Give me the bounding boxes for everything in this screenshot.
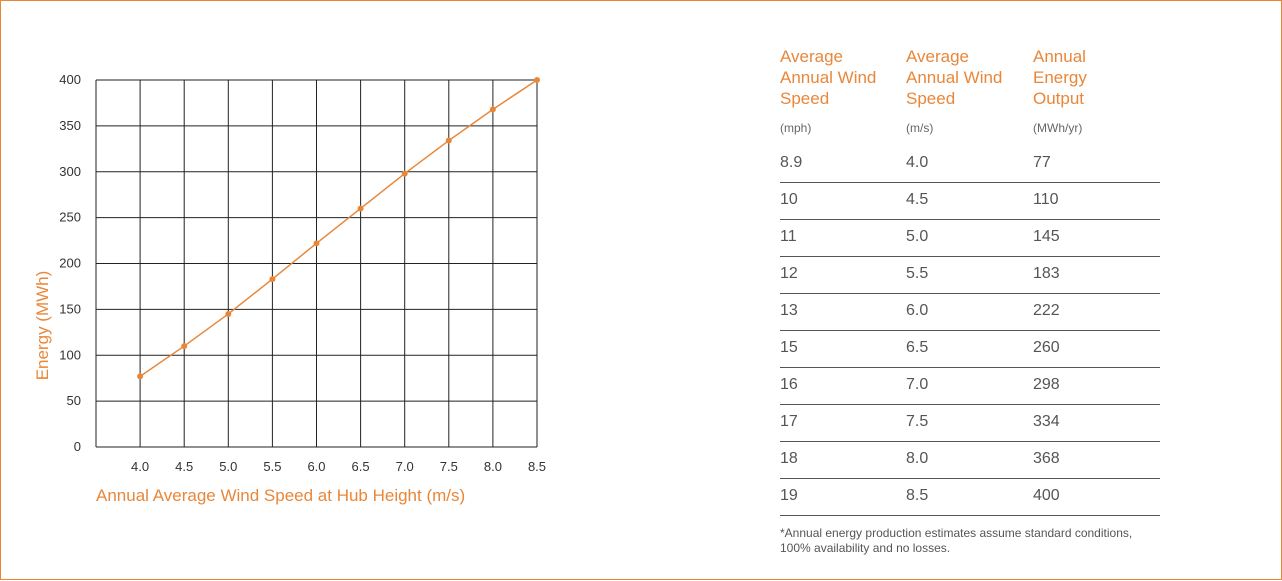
x-tick-label: 5.5 <box>263 459 281 474</box>
table-row: 12 5.5 183 <box>780 257 1160 294</box>
table-row: 19 8.5 400 <box>780 479 1160 516</box>
cell-ms: 4.0 <box>906 154 929 171</box>
cell-energy: 368 <box>1033 450 1060 467</box>
data-point <box>401 170 408 177</box>
x-tick-label: 8.0 <box>484 459 502 474</box>
y-tick-label: 50 <box>67 393 81 408</box>
data-point <box>445 137 452 144</box>
cell-ms: 4.5 <box>906 191 929 208</box>
energy-table: Average Annual Wind Speed (mph) Average … <box>780 46 1160 556</box>
table-header: Average Annual Wind Speed (mph) Average … <box>780 46 1160 146</box>
cell-energy: 334 <box>1033 413 1060 430</box>
table-footnote: *Annual energy production estimates assu… <box>780 526 1133 555</box>
header-unit: (m/s) <box>906 121 934 135</box>
cell-ms: 7.0 <box>906 376 929 393</box>
x-tick-label: 6.0 <box>307 459 325 474</box>
header-title: Average Annual Wind Speed <box>780 47 877 108</box>
cell-energy: 77 <box>1033 154 1051 171</box>
data-point <box>313 240 320 247</box>
table-row: 16 7.0 298 <box>780 368 1160 405</box>
data-point <box>357 205 364 212</box>
cell-ms: 7.5 <box>906 413 929 430</box>
header-ms: Average Annual Wind Speed (m/s) <box>906 46 1026 135</box>
header-energy: Annual Energy Output (MWh/yr) <box>1033 46 1153 135</box>
table-row: 18 8.0 368 <box>780 442 1160 479</box>
cell-mph: 10 <box>780 191 798 208</box>
data-point <box>269 276 276 283</box>
cell-ms: 8.0 <box>906 450 929 467</box>
y-tick-label: 100 <box>59 347 81 362</box>
cell-mph: 12 <box>780 265 798 282</box>
header-unit: (mph) <box>780 121 812 135</box>
y-tick-label: 300 <box>59 164 81 179</box>
data-point <box>225 310 232 317</box>
cell-ms: 8.5 <box>906 487 929 504</box>
x-tick-label: 4.5 <box>175 459 193 474</box>
table-row: 11 5.0 145 <box>780 220 1160 257</box>
x-tick-label: 6.5 <box>352 459 370 474</box>
table-row: 8.9 4.0 77 <box>780 146 1160 183</box>
x-tick-label: 4.0 <box>131 459 149 474</box>
x-tick-label: 7.5 <box>440 459 458 474</box>
cell-mph: 16 <box>780 376 798 393</box>
data-point <box>489 106 496 113</box>
y-tick-label: 250 <box>59 210 81 225</box>
cell-mph: 11 <box>780 228 797 245</box>
data-point <box>137 373 144 380</box>
header-mph: Average Annual Wind Speed (mph) <box>780 46 900 135</box>
table-row: 15 6.5 260 <box>780 331 1160 368</box>
y-tick-label: 400 <box>59 72 81 87</box>
cell-ms: 6.0 <box>906 302 929 319</box>
cell-energy: 183 <box>1033 265 1060 282</box>
cell-ms: 5.5 <box>906 265 929 282</box>
y-tick-label: 0 <box>74 439 81 454</box>
header-title: Annual Energy Output <box>1033 47 1087 108</box>
x-axis-title: Annual Average Wind Speed at Hub Height … <box>96 486 465 505</box>
x-tick-label: 7.0 <box>396 459 414 474</box>
cell-energy: 110 <box>1033 191 1059 208</box>
cell-ms: 6.5 <box>906 339 929 356</box>
y-tick-label: 150 <box>59 301 81 316</box>
header-title: Average Annual Wind Speed <box>906 47 1003 108</box>
y-tick-label: 200 <box>59 256 81 271</box>
table-row: 10 4.5 110 <box>780 183 1160 220</box>
cell-mph: 19 <box>780 487 798 504</box>
y-tick-label: 350 <box>59 118 81 133</box>
cell-ms: 5.0 <box>906 228 929 245</box>
data-point <box>534 77 540 83</box>
cell-energy: 145 <box>1033 228 1060 245</box>
cell-energy: 260 <box>1033 339 1060 356</box>
series-line <box>139 79 538 377</box>
cell-mph: 15 <box>780 339 798 356</box>
cell-mph: 13 <box>780 302 798 319</box>
cell-mph: 18 <box>780 450 798 467</box>
header-unit: (MWh/yr) <box>1033 121 1083 135</box>
cell-energy: 222 <box>1033 302 1060 319</box>
x-tick-label: 5.0 <box>219 459 237 474</box>
cell-energy: 298 <box>1033 376 1060 393</box>
cell-energy: 400 <box>1033 487 1060 504</box>
data-point <box>181 343 188 350</box>
y-axis-title: Energy (MWh) <box>33 271 52 381</box>
cell-mph: 8.9 <box>780 154 803 171</box>
cell-mph: 17 <box>780 413 798 430</box>
table-row: 13 6.0 222 <box>780 294 1160 331</box>
x-tick-label: 8.5 <box>528 459 546 474</box>
table-row: 17 7.5 334 <box>780 405 1160 442</box>
